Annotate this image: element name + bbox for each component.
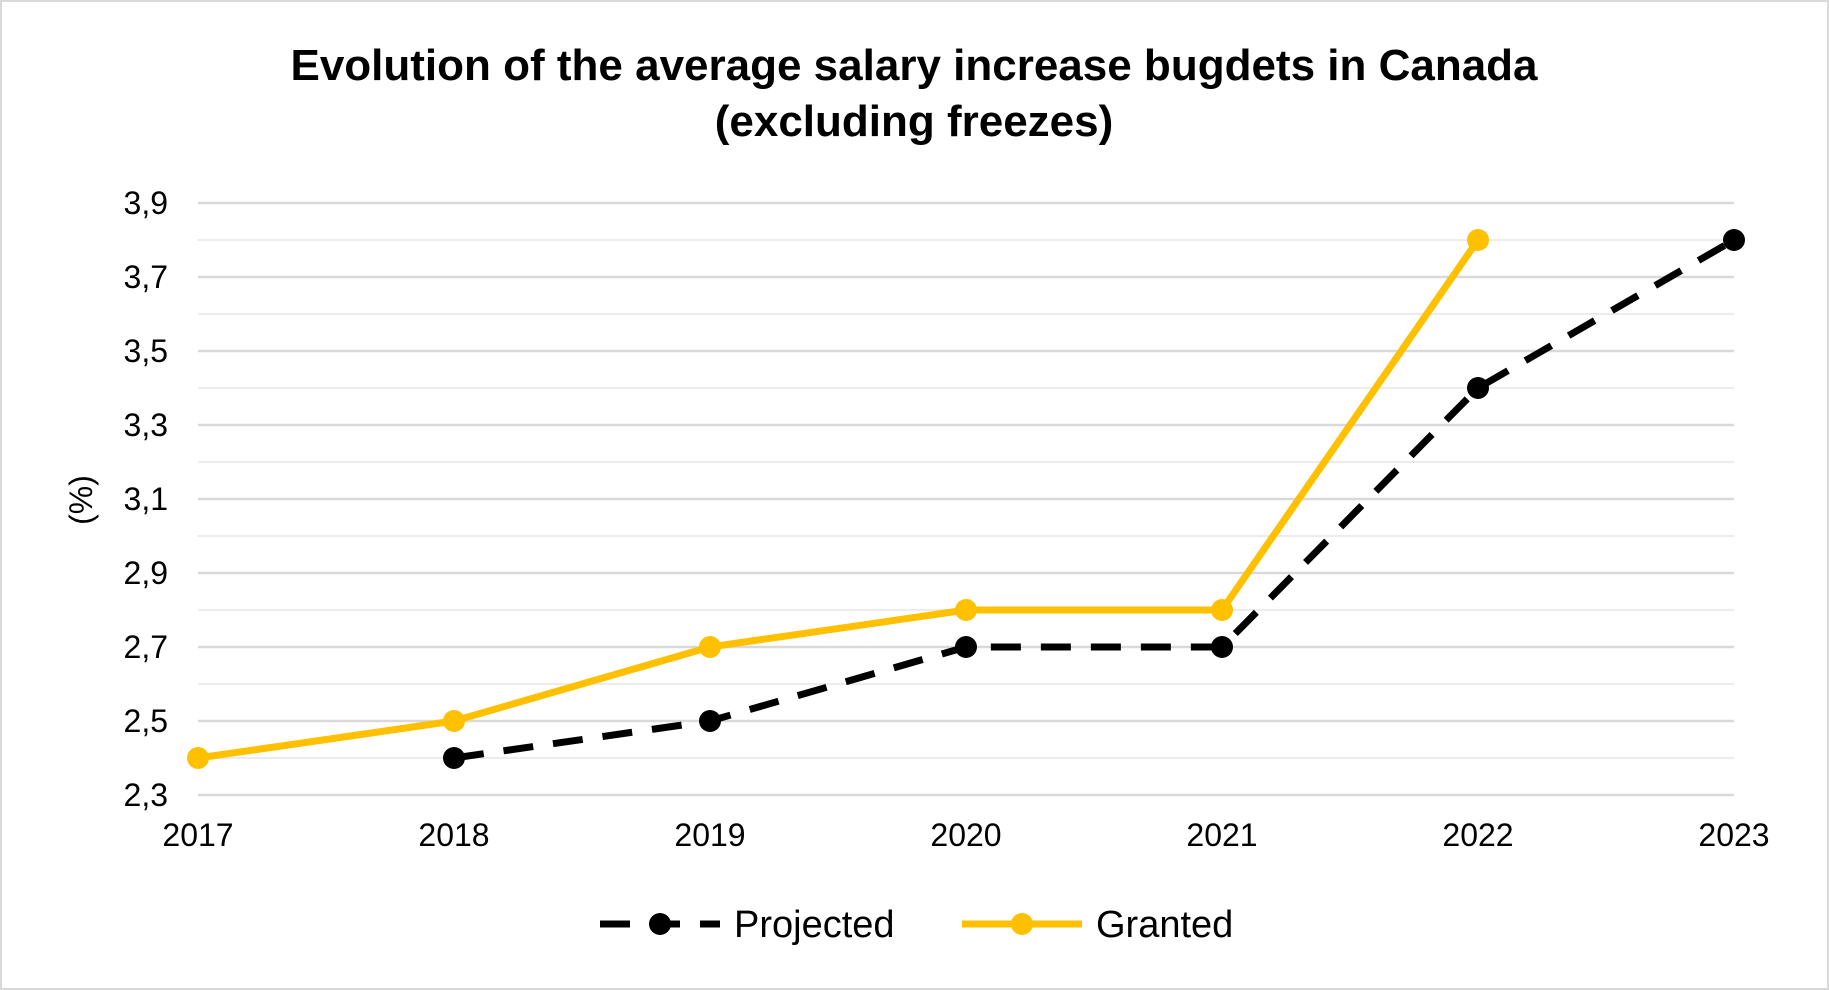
chart-title-line-2: (excluding freezes) (715, 97, 1114, 146)
granted-point-2017 (187, 747, 209, 769)
projected-point-2023 (1723, 229, 1745, 251)
y-tick-label: 2,7 (124, 629, 168, 665)
x-tick-label: 2020 (930, 817, 1001, 853)
x-tick-label: 2019 (674, 817, 745, 853)
projected-series-line (453, 236, 1736, 762)
projected-point-2021 (1211, 636, 1233, 658)
projected-legend-marker (649, 913, 671, 935)
projected-point-2020 (955, 636, 977, 658)
y-tick-label: 3,5 (124, 333, 168, 369)
gridlines (198, 201, 1734, 797)
projected-legend-label: Projected (734, 904, 895, 946)
granted-point-2022 (1467, 229, 1489, 251)
granted-point-2018 (443, 710, 465, 732)
projected-point-2022 (1467, 377, 1489, 399)
x-tick-label: 2021 (1186, 817, 1257, 853)
legend: Projected Granted (600, 904, 1233, 946)
chart-title-line-1: Evolution of the average salary increase… (290, 41, 1538, 90)
x-tick-label: 2022 (1442, 817, 1513, 853)
granted-point-2019 (699, 636, 721, 658)
granted-legend-label: Granted (1096, 904, 1233, 946)
y-tick-label: 3,1 (124, 481, 168, 517)
y-tick-label: 2,9 (124, 555, 168, 591)
x-tick-label: 2018 (418, 817, 489, 853)
y-tick-label: 3,3 (124, 407, 168, 443)
series-group (187, 229, 1745, 769)
projected-point-2018 (443, 747, 465, 769)
granted-legend-marker (1011, 913, 1033, 935)
x-tick-label: 2023 (1698, 817, 1769, 853)
y-tick-label: 3,7 (124, 259, 168, 295)
y-axis-label: (%) (63, 475, 99, 525)
y-tick-label: 2,3 (124, 777, 168, 813)
projected-point-2019 (699, 710, 721, 732)
granted-point-2020 (955, 599, 977, 621)
granted-series-line (194, 236, 1482, 762)
x-axis-ticks: 2017 2018 2019 2020 2021 2022 2023 (162, 817, 1769, 853)
x-tick-label: 2017 (162, 817, 233, 853)
y-axis-ticks: 2,3 2,5 2,7 2,9 3,1 3,3 3,5 3,7 3,9 (124, 185, 168, 813)
y-tick-label: 3,9 (124, 185, 168, 221)
granted-point-2021 (1211, 599, 1233, 621)
y-tick-label: 2,5 (124, 703, 168, 739)
